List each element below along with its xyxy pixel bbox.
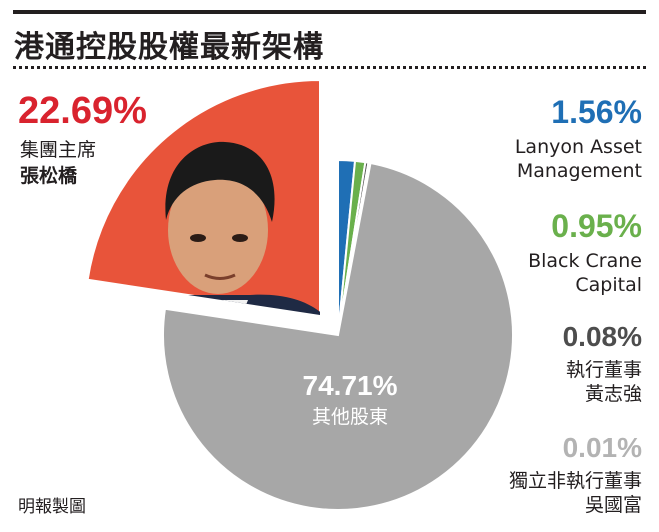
indep-pct-label: 0.01%: [562, 432, 642, 463]
others-label: 其他股東: [311, 406, 388, 428]
dotted-divider: [13, 66, 646, 69]
blackcrane-line1-label: Black Crane: [528, 250, 642, 272]
chairman-title-label: 集團主席: [20, 139, 97, 161]
lanyon-pct-label: 1.56%: [551, 94, 642, 130]
exec-pct-label: 0.08%: [562, 321, 642, 352]
exec-line2-label: 黃志強: [584, 383, 642, 405]
indep-line2-label: 吳國富: [584, 494, 642, 516]
credit-label: 明報製圖: [18, 497, 86, 517]
blackcrane-line2-label: Capital: [575, 274, 642, 296]
top-rule: [13, 10, 646, 14]
exec-line1-label: 執行董事: [565, 359, 642, 381]
slice-others: [162, 161, 514, 511]
chairman-name-label: 張松橋: [20, 165, 78, 187]
chairman-pct-label: 22.69%: [18, 90, 147, 132]
blackcrane-pct-label: 0.95%: [551, 208, 642, 244]
lanyon-line2-label: Management: [516, 160, 642, 182]
page-title: 港通控股股權最新架構: [14, 30, 324, 65]
lanyon-line1-label: Lanyon Asset: [514, 136, 642, 158]
others-pct-label: 74.71%: [302, 370, 398, 401]
indep-line1-label: 獨立非執行董事: [508, 470, 642, 492]
